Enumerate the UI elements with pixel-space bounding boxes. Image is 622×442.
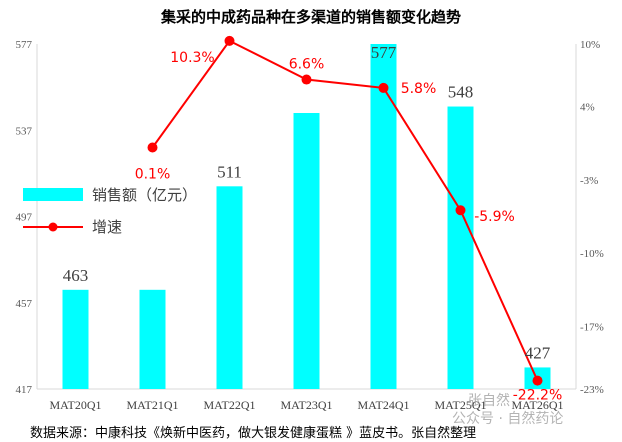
bar bbox=[293, 113, 320, 389]
chart-title: 集采的中成药品种在多渠道的销售额变化趋势 bbox=[160, 8, 461, 26]
right-tick-label: -17% bbox=[580, 321, 604, 333]
bar bbox=[62, 289, 89, 389]
growth-value-label: 0.1% bbox=[135, 167, 171, 183]
right-tick-label: 4% bbox=[580, 102, 595, 114]
growth-value-label: -5.9% bbox=[474, 209, 515, 225]
right-tick-label: -3% bbox=[580, 175, 598, 187]
left-tick-label: 417 bbox=[16, 384, 33, 396]
legend-bar-label: 销售额（亿元） bbox=[92, 186, 197, 204]
growth-point bbox=[301, 74, 312, 85]
left-tick-label: 497 bbox=[16, 212, 33, 224]
growth-point bbox=[147, 142, 158, 153]
x-tick-label: MAT22Q1 bbox=[203, 398, 255, 412]
data-source-note: 数据来源：中康科技《焕新中医药，做大银发健康蛋糕 》蓝皮书。张自然整理 bbox=[30, 425, 476, 441]
x-tick-label: MAT20Q1 bbox=[49, 398, 101, 412]
growth-point bbox=[224, 35, 235, 46]
growth-value-label: 10.3% bbox=[170, 50, 214, 66]
right-tick-label: -10% bbox=[580, 248, 604, 260]
bar bbox=[370, 44, 397, 389]
bar-value-label: 511 bbox=[217, 162, 242, 181]
legend-bar-swatch bbox=[23, 188, 83, 201]
growth-point bbox=[378, 82, 389, 93]
legend: 销售额（亿元） 增速 bbox=[23, 186, 197, 236]
axes: 417 457 497 537 577 -23% -17% -10% -3% 4% 10% MAT20… bbox=[16, 39, 604, 412]
left-tick-label: 457 bbox=[16, 298, 33, 310]
x-tick-label: MAT21Q1 bbox=[126, 398, 178, 412]
growth-point bbox=[532, 375, 543, 386]
bar bbox=[139, 289, 166, 389]
bar-value-label: 577 bbox=[371, 43, 397, 62]
bar-value-label: 427 bbox=[525, 343, 551, 362]
legend-line-label: 增速 bbox=[92, 218, 122, 236]
growth-value-label: 5.8% bbox=[401, 81, 437, 97]
x-tick-label: MAT24Q1 bbox=[357, 398, 409, 412]
x-tick-label: MAT25Q1 bbox=[434, 398, 486, 412]
right-tick-label: -23% bbox=[580, 384, 604, 396]
growth-line-series bbox=[147, 35, 543, 386]
legend-line-marker bbox=[48, 222, 58, 232]
left-tick-label: 537 bbox=[16, 125, 33, 137]
bar bbox=[216, 186, 243, 389]
bar-value-label: 463 bbox=[63, 266, 89, 285]
data-labels: 463 511 577 548 427 0.1% 10.3% 6.6% 5.8% -5.9% -22… bbox=[63, 43, 563, 404]
x-tick-label: MAT26Q1 bbox=[511, 398, 563, 412]
growth-line bbox=[151, 39, 539, 382]
x-tick-label: MAT23Q1 bbox=[280, 398, 332, 412]
right-tick-label: 10% bbox=[580, 39, 600, 51]
watermark-account: 公众号 · 自然药论 bbox=[452, 410, 563, 427]
growth-point bbox=[455, 205, 466, 216]
growth-value-label: 6.6% bbox=[289, 57, 325, 73]
growth-value-label: -22.2% bbox=[513, 388, 563, 404]
bar bbox=[447, 106, 474, 389]
left-tick-label: 577 bbox=[16, 39, 33, 51]
bar-value-label: 548 bbox=[448, 83, 474, 102]
watermark-author: 张自然 bbox=[468, 392, 510, 409]
bar-series bbox=[62, 44, 551, 389]
